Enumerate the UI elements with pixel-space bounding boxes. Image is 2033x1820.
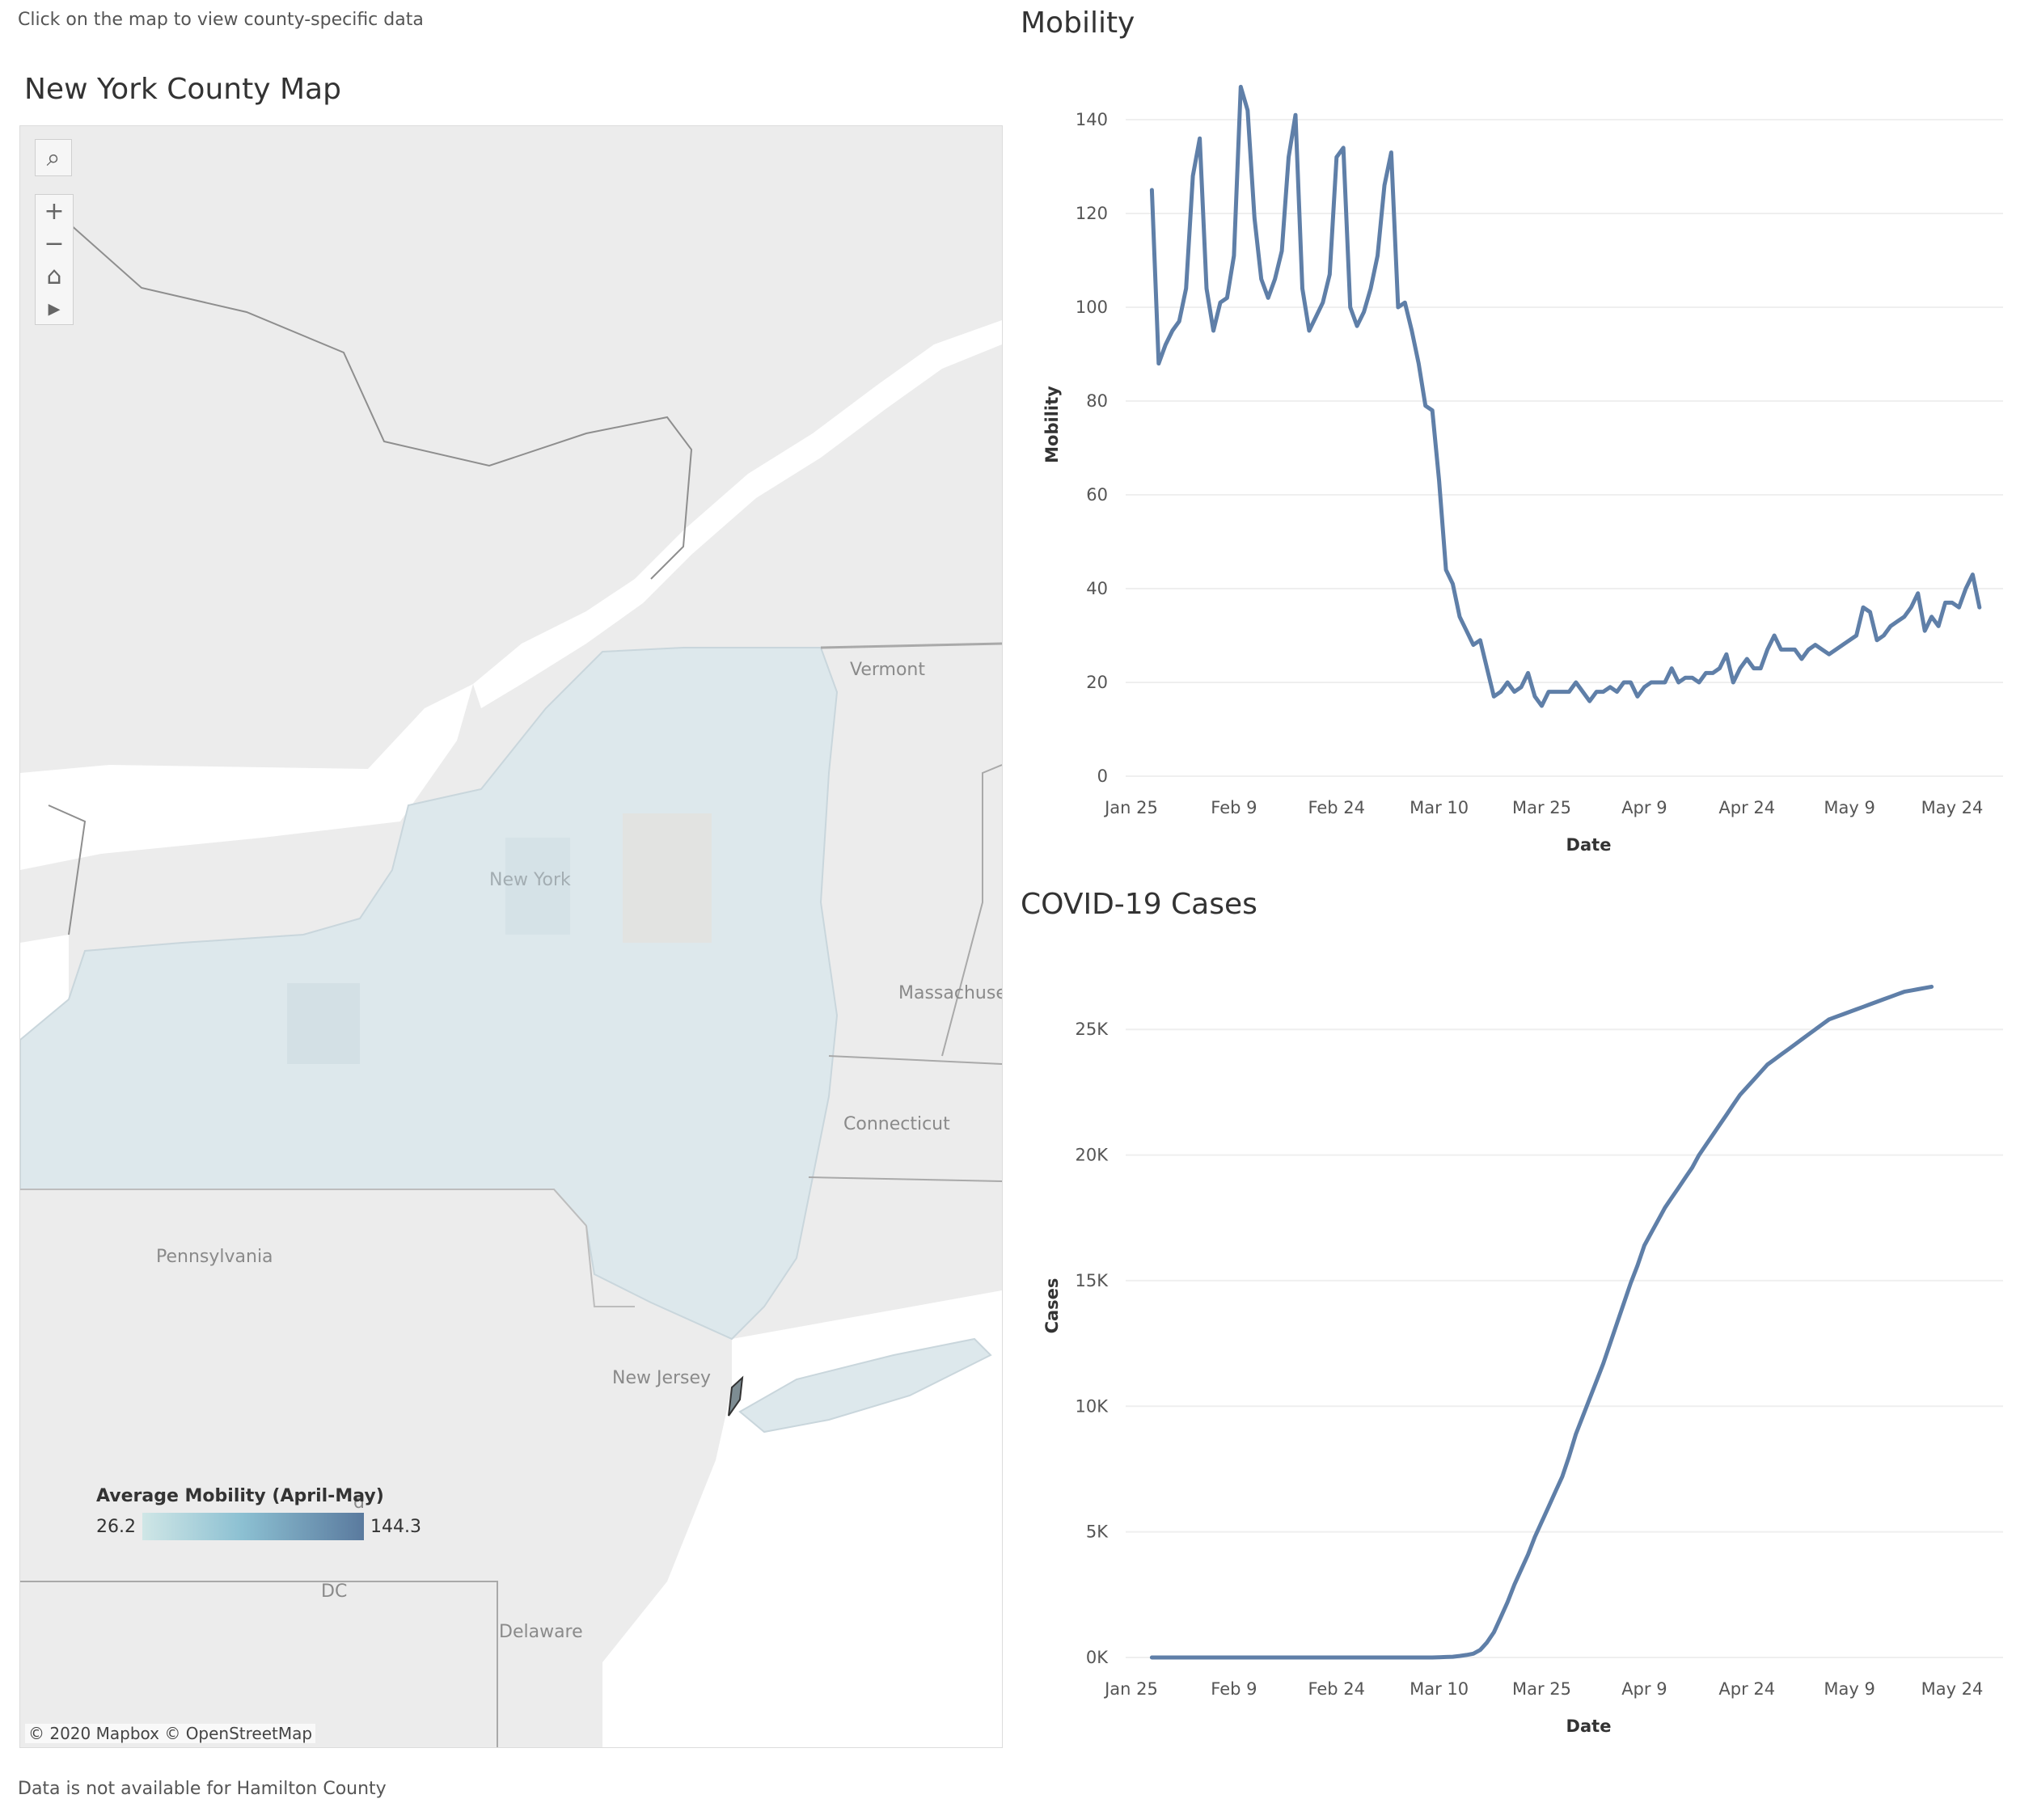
state-label-maryland: d (353, 1493, 365, 1513)
state-label-delaware: Delaware (499, 1622, 583, 1642)
mobility-title: Mobility (1021, 6, 1135, 40)
covid-x-tick-label: Apr 9 (1621, 1679, 1667, 1699)
mobility-plot[interactable]: 0 20 40 60 80 100 120 140 Jan 25 Feb 9 Feb 24 Mar 1… (1021, 57, 2033, 865)
covid-x-tick-label: May 9 (1824, 1679, 1875, 1699)
zoom-out-icon[interactable]: − (36, 227, 73, 260)
covid-x-tick-label: Jan 25 (1103, 1679, 1158, 1699)
legend-max: 144.3 (370, 1516, 421, 1537)
mobility-y-tick-label: 100 (1076, 298, 1108, 317)
covid-y-tick-label: 5K (1086, 1522, 1109, 1542)
covid-title: COVID-19 Cases (1021, 888, 1257, 921)
mobility-x-tick-label: May 9 (1824, 798, 1875, 817)
mobility-y-tick-label: 20 (1086, 673, 1108, 692)
covid-y-axis-title: Cases (1042, 1278, 1062, 1334)
long-island[interactable] (738, 1337, 992, 1434)
mobility-y-tick-label: 140 (1076, 110, 1108, 129)
state-label-massachusetts: Massachuse (898, 983, 1003, 1003)
mobility-x-axis-title: Date (1566, 835, 1612, 855)
covid-chart[interactable]: 0K 5K 10K 15K 20K 25K Jan 25 Feb 9 Feb 24 Mar 10 M… (1021, 938, 2033, 1746)
atlantic-ocean (602, 1290, 1002, 1747)
state-label-vermont: Vermont (850, 660, 925, 680)
covid-y-tick-label: 0K (1086, 1648, 1109, 1667)
mobility-x-tick-label: Jan 25 (1103, 798, 1158, 817)
selected-county[interactable] (728, 1375, 744, 1417)
mobility-x-tick-label: Feb 24 (1308, 798, 1365, 817)
county-tile[interactable] (287, 983, 360, 1064)
mobility-x-tick-label: Apr 9 (1621, 798, 1667, 817)
legend-gradient (142, 1513, 364, 1540)
covid-y-tick-label: 20K (1076, 1146, 1109, 1165)
zoom-in-icon[interactable]: + (36, 195, 73, 227)
mobility-y-tick-label: 0 (1097, 766, 1108, 786)
covid-series-line[interactable] (1149, 984, 1934, 1660)
covid-x-tick-label: Feb 24 (1308, 1679, 1365, 1699)
covid-x-axis-title: Date (1566, 1717, 1612, 1736)
covid-x-tick-label: Apr 24 (1718, 1679, 1775, 1699)
covid-y-tick-label: 10K (1076, 1396, 1109, 1416)
st-lawrence-river (473, 320, 1002, 708)
mobility-y-tick-label: 60 (1086, 485, 1108, 505)
play-icon[interactable]: ▸ (36, 292, 73, 324)
county-tile[interactable] (505, 838, 570, 935)
mobility-y-axis-title: Mobility (1042, 386, 1062, 463)
covid-x-tick-label: Mar 10 (1410, 1679, 1469, 1699)
state-label-pennsylvania: Pennsylvania (156, 1247, 273, 1267)
map-attribution[interactable]: © 2020 Mapbox © OpenStreetMap (25, 1724, 316, 1743)
state-label-connecticut: Connecticut (843, 1114, 950, 1134)
mobility-x-tick-label: Mar 10 (1410, 798, 1469, 817)
covid-x-tick-label: May 24 (1921, 1679, 1984, 1699)
county-tile[interactable] (623, 813, 712, 943)
state-label-new-jersey: New Jersey (612, 1368, 712, 1388)
mobility-x-tick-label: Feb 9 (1211, 798, 1257, 817)
footnote: Data is not available for Hamilton Count… (18, 1779, 387, 1799)
mobility-x-tick-label: Mar 25 (1512, 798, 1571, 817)
state-label-new-york: New York (489, 870, 571, 890)
map-toolbar: ⌕ + − ⌂ ▸ (35, 139, 74, 325)
instruction-text: Click on the map to view county-specific… (18, 10, 424, 30)
legend-title: Average Mobility (April-May) (96, 1486, 384, 1506)
mobility-y-tick-label: 120 (1076, 204, 1108, 223)
lake-ontario (20, 684, 473, 870)
map-legend: Average Mobility (April-May) 26.2 144.3 (96, 1486, 421, 1540)
mobility-x-tick-label: Apr 24 (1718, 798, 1775, 817)
legend-min: 26.2 (96, 1516, 136, 1537)
covid-y-tick-label: 15K (1076, 1271, 1109, 1290)
mobility-series-line[interactable] (1149, 84, 1982, 708)
label-dc: DC (321, 1581, 348, 1602)
search-icon[interactable]: ⌕ (35, 139, 72, 176)
covid-y-tick-label: 25K (1076, 1020, 1109, 1039)
county-map[interactable]: ⌕ + − ⌂ ▸ Vermont New York Massachuse Co… (19, 125, 1003, 1748)
mobility-x-tick-label: May 24 (1921, 798, 1984, 817)
mobility-y-tick-label: 40 (1086, 579, 1108, 598)
map-title: New York County Map (24, 73, 341, 106)
home-icon[interactable]: ⌂ (36, 260, 73, 292)
zoom-controls: + − ⌂ ▸ (35, 194, 74, 325)
mobility-y-tick-label: 80 (1086, 391, 1108, 411)
covid-x-tick-label: Feb 9 (1211, 1679, 1257, 1699)
covid-plot[interactable]: 0K 5K 10K 15K 20K 25K Jan 25 Feb 9 Feb 24 Mar 10 M… (1021, 938, 2033, 1746)
mobility-chart[interactable]: 0 20 40 60 80 100 120 140 Jan 25 Feb 9 Feb 24 Mar 1… (1021, 57, 2033, 865)
covid-x-tick-label: Mar 25 (1512, 1679, 1571, 1699)
map-canvas[interactable] (20, 126, 1002, 1747)
